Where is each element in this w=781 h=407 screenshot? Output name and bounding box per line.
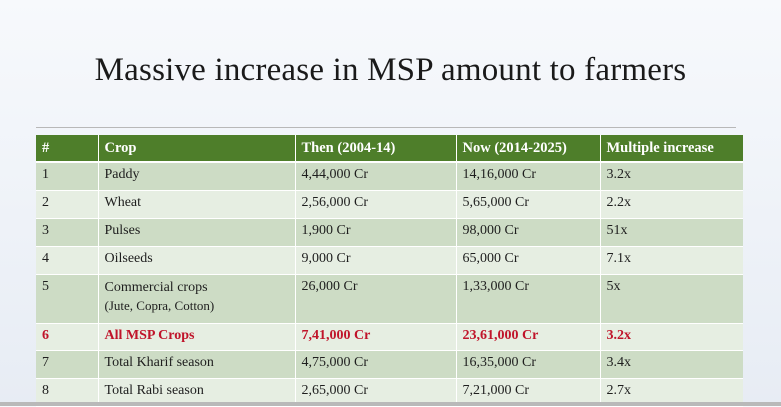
row-number: 3 (36, 218, 99, 247)
row-number: 1 (36, 162, 99, 191)
multiple-increase: 3.4x (600, 350, 743, 379)
crop-name: Wheat (98, 190, 296, 219)
slide-title: Massive increase in MSP amount to farmer… (94, 52, 687, 88)
multiple-increase: 5x (600, 274, 743, 324)
row-number: 2 (36, 190, 99, 219)
bottom-border (0, 402, 781, 406)
crop-name: Oilseeds (98, 246, 296, 275)
header-crop: Crop (98, 135, 296, 163)
table-row: 4 Oilseeds 9,000 Cr 65,000 Cr 7.1x (36, 246, 743, 275)
now-amount: 16,35,000 Cr (456, 350, 601, 379)
now-amount: 5,65,000 Cr (456, 190, 601, 219)
table-header-row: # Crop Then (2004-14) Now (2014-2025) Mu… (36, 135, 743, 163)
table-row: 3 Pulses 1,900 Cr 98,000 Cr 51x (36, 218, 743, 247)
crop-name: All MSP Crops (98, 323, 296, 351)
now-amount: 65,000 Cr (456, 246, 601, 275)
multiple-increase: 7.1x (600, 246, 743, 275)
multiple-increase: 3.2x (600, 162, 743, 191)
row-number: 6 (36, 323, 99, 351)
title-divider (36, 127, 736, 128)
crop-cell: Commercial crops (Jute, Copra, Cotton) (98, 274, 296, 324)
then-amount: 1,900 Cr (295, 218, 457, 247)
header-number: # (36, 135, 99, 163)
now-amount: 98,000 Cr (456, 218, 601, 247)
now-amount: 23,61,000 Cr (456, 323, 601, 351)
table-row: 5 Commercial crops (Jute, Copra, Cotton)… (36, 274, 743, 324)
header-now: Now (2014-2025) (456, 135, 601, 163)
crop-name: Total Kharif season (98, 350, 296, 379)
crop-subtitle: (Jute, Copra, Cotton) (104, 298, 215, 313)
crop-name: Commercial crops (104, 280, 208, 295)
then-amount: 9,000 Cr (295, 246, 457, 275)
table-row: 1 Paddy 4,44,000 Cr 14,16,000 Cr 3.2x (36, 162, 743, 191)
multiple-increase: 51x (600, 218, 743, 247)
then-amount: 2,56,000 Cr (295, 190, 457, 219)
crop-name: Paddy (98, 162, 296, 191)
row-number: 7 (36, 350, 99, 379)
multiple-increase: 2.2x (600, 190, 743, 219)
header-multiple: Multiple increase (600, 135, 743, 163)
crop-name: Pulses (98, 218, 296, 247)
then-amount: 26,000 Cr (295, 274, 457, 324)
multiple-increase: 3.2x (600, 323, 743, 351)
then-amount: 4,75,000 Cr (295, 350, 457, 379)
then-amount: 4,44,000 Cr (295, 162, 457, 191)
then-amount: 7,41,000 Cr (295, 323, 457, 351)
table-row: 7 Total Kharif season 4,75,000 Cr 16,35,… (36, 350, 743, 379)
msp-table: # Crop Then (2004-14) Now (2014-2025) Mu… (36, 135, 743, 407)
row-number: 4 (36, 246, 99, 275)
table-row-highlight: 6 All MSP Crops 7,41,000 Cr 23,61,000 Cr… (36, 323, 743, 351)
now-amount: 1,33,000 Cr (456, 274, 601, 324)
header-then: Then (2004-14) (295, 135, 457, 163)
row-number: 5 (36, 274, 99, 324)
table-row: 2 Wheat 2,56,000 Cr 5,65,000 Cr 2.2x (36, 190, 743, 219)
now-amount: 14,16,000 Cr (456, 162, 601, 191)
